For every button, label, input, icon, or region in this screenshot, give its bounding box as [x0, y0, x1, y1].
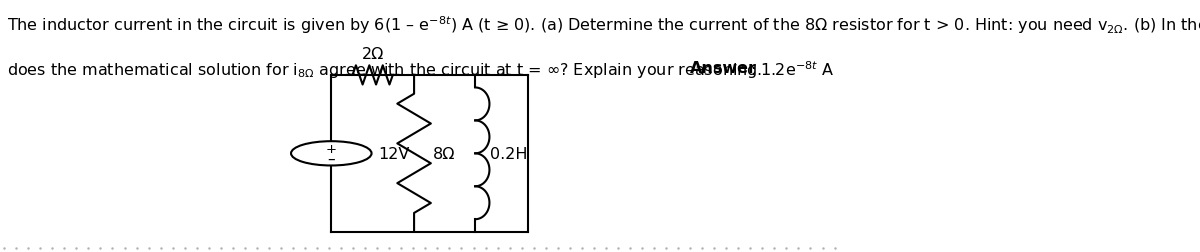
Text: –: –	[328, 151, 335, 166]
Text: does the mathematical solution for i$_{8Ω}$ agree with the circuit at t = ∞? Exp: does the mathematical solution for i$_{8…	[7, 60, 763, 79]
Text: 2Ω: 2Ω	[361, 47, 384, 62]
Text: 12V: 12V	[378, 146, 409, 161]
Text: The inductor current in the circuit is given by 6(1 – e$^{-8t}$) A (t ≥ 0). (a) : The inductor current in the circuit is g…	[7, 14, 1200, 36]
Text: Answer: Answer	[690, 60, 756, 75]
Text: : 1.2e$^{-8t}$ A: : 1.2e$^{-8t}$ A	[750, 60, 834, 79]
Text: +: +	[325, 143, 337, 155]
Text: 8Ω: 8Ω	[432, 146, 455, 161]
Text: 0.2H: 0.2H	[491, 146, 528, 161]
